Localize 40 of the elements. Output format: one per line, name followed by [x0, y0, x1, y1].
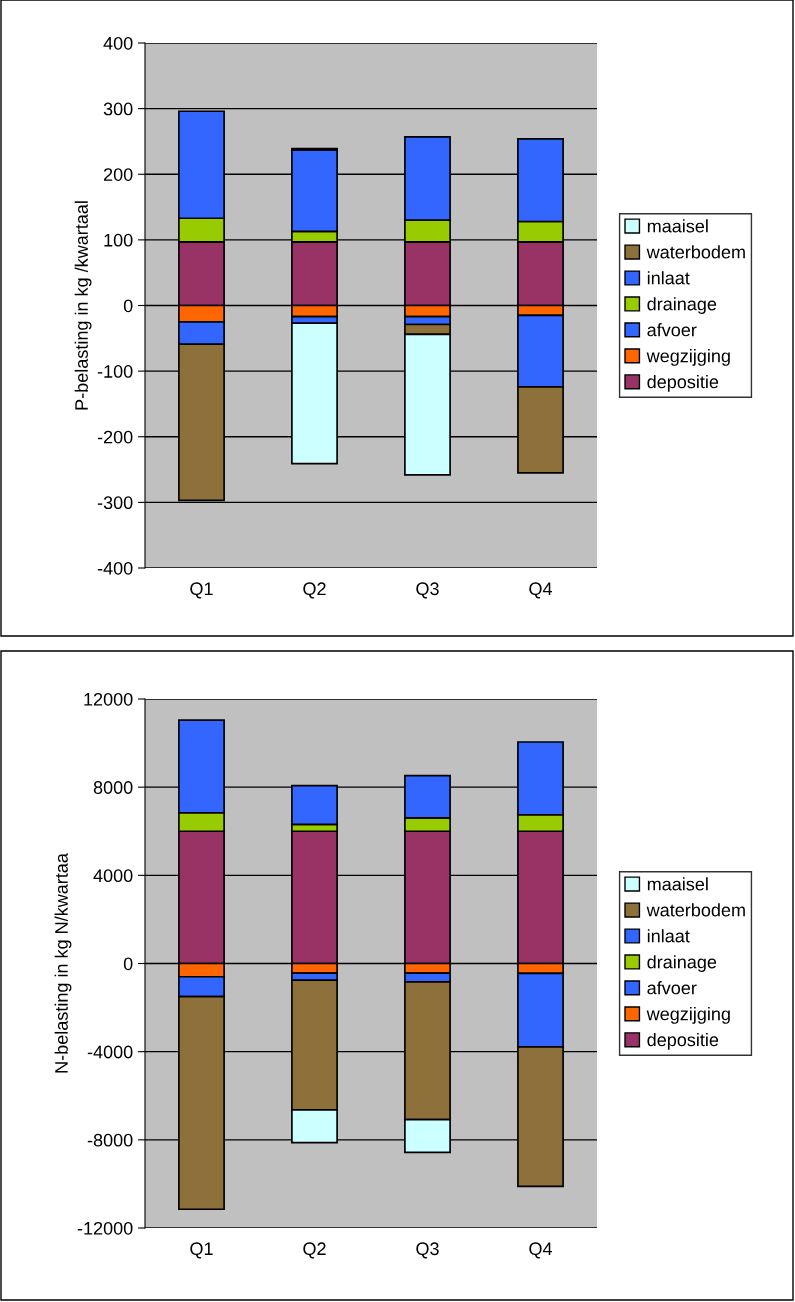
legend-label: afvoer: [647, 323, 697, 337]
legend-label: drainage: [647, 297, 717, 314]
legend-label: inlaat: [647, 929, 690, 943]
legend-label: wegzijging: [646, 349, 730, 366]
y-axis-title: N-belasting in kg N/kwartaa: [54, 853, 72, 1073]
legend-label: waterbodem: [646, 245, 745, 259]
y-tick-label: 4000: [93, 869, 133, 883]
y-tick-label: -4000: [87, 1045, 133, 1059]
y-axis-title: P-belasting in kg /kwartaal: [74, 201, 92, 410]
y-tick-label: 12000: [84, 692, 133, 706]
x-tick-label: Q4: [529, 1242, 553, 1259]
y-tick-label: 0: [123, 299, 133, 313]
x-tick-label: Q2: [303, 582, 326, 599]
x-tick-label: Q2: [303, 1242, 326, 1259]
legend-label: wegzijging: [646, 1007, 730, 1024]
y-tick-label: 300: [103, 102, 133, 116]
x-tick-label: Q4: [529, 582, 553, 599]
x-tick-label: Q3: [416, 1242, 439, 1259]
y-tick-label: 0: [123, 957, 133, 971]
legend-label: depositie: [647, 375, 719, 392]
y-tick-label: -12000: [77, 1221, 133, 1235]
legend-label: maaisel: [647, 219, 708, 233]
y-tick-label: -100: [97, 365, 133, 378]
x-tick-label: Q1: [190, 1242, 213, 1259]
legend-label: waterbodem: [646, 903, 745, 917]
legend-label: afvoer: [647, 981, 697, 995]
legend-label: depositie: [647, 1033, 719, 1050]
y-tick-label: -300: [97, 496, 133, 510]
y-tick-label: -200: [97, 430, 133, 444]
y-tick-label: -400: [97, 561, 133, 575]
y-tick-label: 100: [104, 233, 133, 247]
y-tick-label: 8000: [93, 781, 133, 794]
legend-label: drainage: [647, 955, 717, 972]
legend-label: maaisel: [647, 877, 708, 891]
y-tick-label: 400: [103, 36, 133, 50]
x-tick-label: Q3: [416, 582, 439, 599]
y-tick-label: -8000: [87, 1133, 133, 1147]
y-tick-label: 200: [103, 168, 133, 181]
legend-label: inlaat: [647, 271, 690, 285]
x-tick-label: Q1: [190, 582, 213, 599]
